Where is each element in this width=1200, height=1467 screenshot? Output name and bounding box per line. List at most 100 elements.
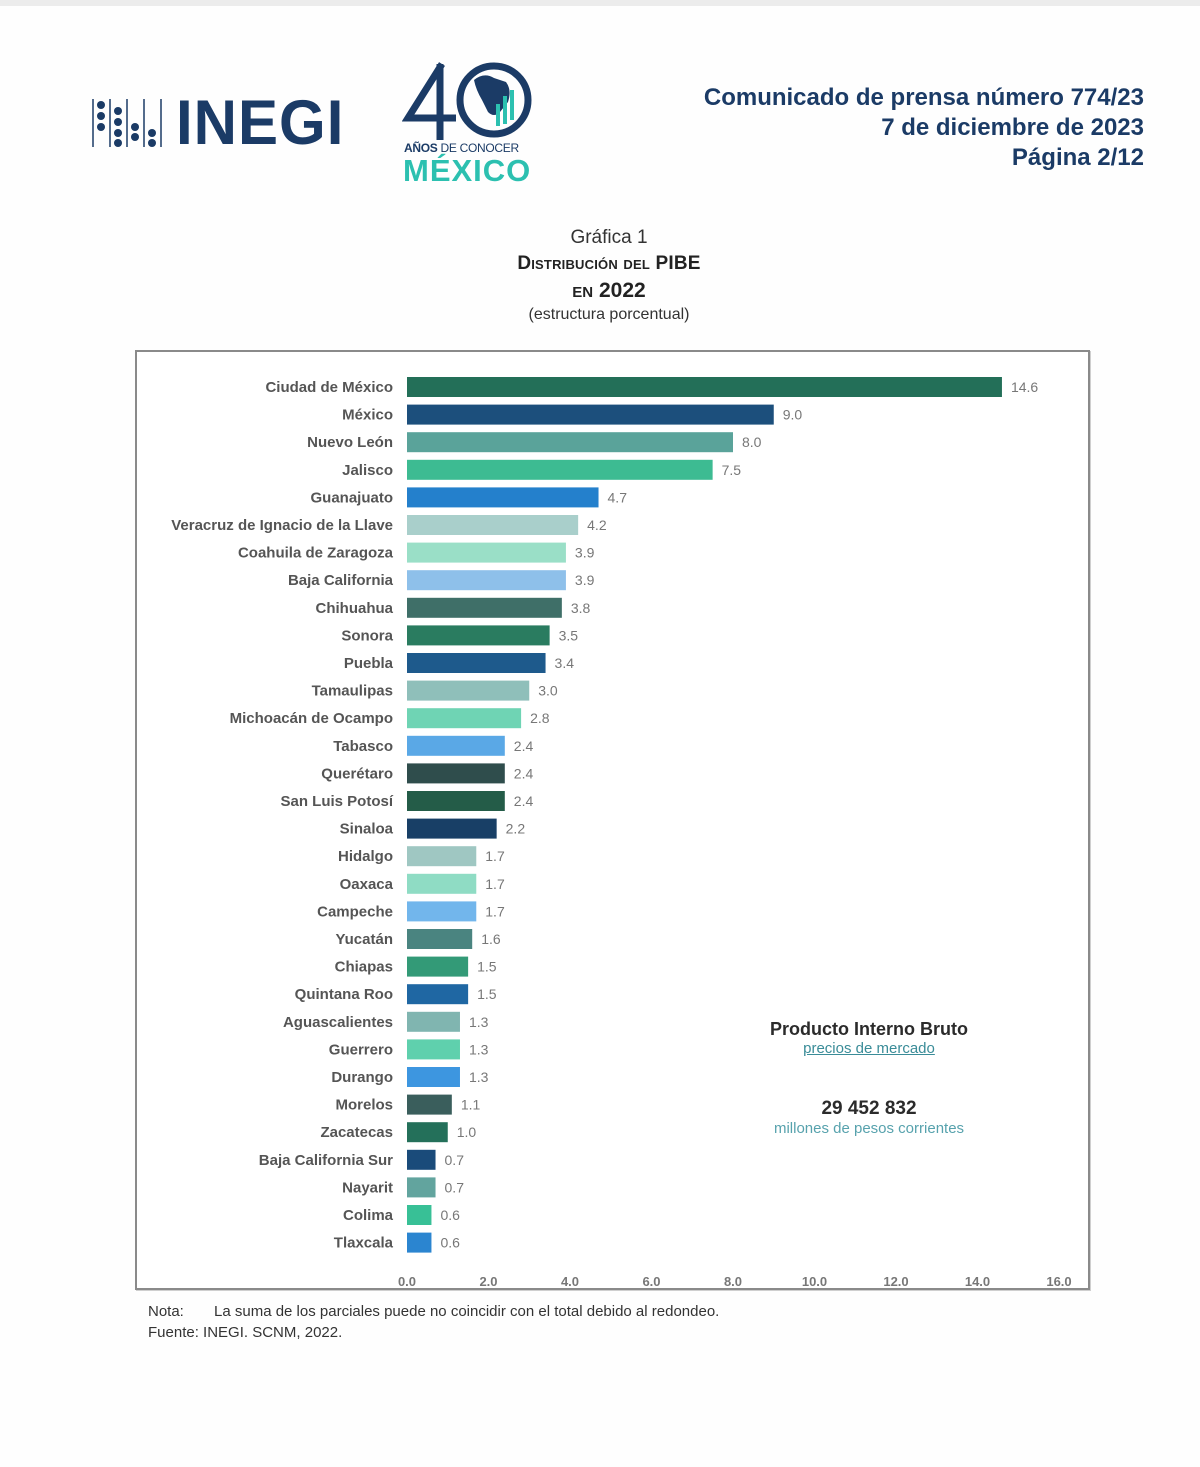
bar [407, 1205, 432, 1225]
value-label: 4.2 [587, 517, 607, 533]
category-label: Tamaulipas [312, 683, 393, 700]
category-label: Morelos [335, 1097, 393, 1114]
x-tick-label: 2.0 [479, 1274, 497, 1288]
bar [407, 708, 522, 729]
value-label: 2.2 [506, 821, 526, 837]
gdp-value: 29 452 832 [821, 1098, 917, 1119]
bar [407, 1067, 460, 1087]
bar [407, 404, 774, 425]
category-label: Michoacán de Ocampo [230, 710, 393, 727]
chart-title: Distribución del PIBE [517, 253, 701, 274]
bar [407, 377, 1002, 397]
value-label: 2.4 [514, 765, 534, 781]
bar-group: México 9.0 [342, 404, 802, 425]
bar [407, 1122, 448, 1143]
chart-subtitle: (estructura porcentual) [528, 306, 690, 323]
category-label: Guanajuato [310, 489, 393, 506]
source-row: Fuente: INEGI. SCNM, 2022. [148, 1322, 719, 1343]
category-label: Sinaloa [340, 821, 394, 838]
bar [407, 542, 566, 563]
value-label: 1.3 [469, 1014, 489, 1030]
bar [407, 791, 505, 811]
value-label: 3.9 [575, 572, 595, 588]
value-label: 1.3 [469, 1041, 489, 1057]
value-label: 3.5 [559, 627, 579, 643]
bar-chart: Ciudad de México 14.6 México 9.0 Nuevo León 8… [171, 377, 1072, 1288]
value-label: 4.7 [608, 489, 628, 505]
anniversary-country: MÉXICO [403, 153, 532, 188]
value-label: 1.3 [469, 1069, 489, 1085]
bar-group: Nayarit 0.7 [342, 1177, 464, 1198]
bar [407, 1011, 460, 1032]
value-label: 14.6 [1011, 379, 1038, 395]
value-label: 1.1 [461, 1097, 481, 1113]
value-label: 3.4 [555, 655, 575, 671]
bar [407, 597, 562, 618]
press-release-number: Comunicado de prensa número 774/23 [703, 84, 1144, 111]
category-label: Veracruz de Ignacio de la Llave [171, 517, 393, 534]
category-label: Yucatán [335, 931, 393, 948]
value-label: 1.7 [485, 903, 505, 919]
category-label: Campeche [317, 903, 393, 920]
inegi-logo: INEGI [90, 91, 344, 154]
value-label: 1.6 [481, 931, 501, 947]
bar-group: Querétaro 2.4 [321, 763, 534, 784]
bar [407, 873, 477, 894]
value-label: 0.7 [445, 1152, 465, 1168]
gdp-annotation: Producto Interno Bruto precios de mercad… [740, 1018, 998, 1138]
value-label: 2.4 [514, 793, 534, 809]
value-label: 0.6 [440, 1207, 460, 1223]
press-header: Comunicado de prensa número 774/23 7 de … [704, 83, 1144, 173]
bar [407, 984, 469, 1005]
category-label: Nayarit [342, 1179, 393, 1196]
category-label: Hidalgo [338, 848, 393, 865]
bar [407, 763, 505, 784]
category-label: Coahuila de Zaragoza [238, 545, 394, 562]
category-label: Sonora [341, 627, 393, 644]
bar [407, 625, 550, 646]
bar [407, 929, 473, 949]
bar-group: Coahuila de Zaragoza 3.9 [238, 542, 595, 563]
bar-group: Zacatecas 1.0 [320, 1122, 476, 1143]
bar-group: Tabasco 2.4 [333, 735, 533, 756]
category-label: Ciudad de México [265, 379, 393, 396]
category-label: Nuevo León [307, 434, 393, 451]
source-text: INEGI. SCNM, 2022. [203, 1324, 343, 1341]
bar-group: Aguascalientes 1.3 [283, 1011, 489, 1032]
bar-group: Guanajuato 4.7 [310, 487, 628, 508]
bar-group: Hidalgo 1.7 [338, 846, 505, 867]
bar-group: Guerrero 1.3 [329, 1039, 489, 1060]
chart-notes: Nota: La suma de los parciales puede no … [148, 1301, 719, 1343]
bar [407, 653, 546, 673]
category-label: Puebla [344, 655, 394, 672]
bar-group: Morelos 1.1 [335, 1094, 481, 1115]
inegi-abacus-icon [92, 99, 162, 147]
category-label: Quintana Roo [295, 986, 393, 1003]
note-row: Nota: La suma de los parciales puede no … [148, 1301, 719, 1322]
value-label: 1.7 [485, 876, 505, 892]
bar-group: Yucatán 1.6 [335, 929, 501, 949]
bar-group: Nuevo León 8.0 [307, 432, 762, 453]
category-label: Chiapas [335, 959, 393, 976]
anniversary-tagline-bold: AÑOS [404, 141, 438, 155]
value-label: 7.5 [722, 462, 742, 478]
value-label: 1.7 [485, 848, 505, 864]
note-text: La suma de los parciales puede no coinci… [214, 1303, 720, 1320]
bar-group: Jalisco 7.5 [342, 459, 742, 480]
chart-number: Gráfica 1 [570, 227, 648, 248]
bar [407, 1039, 460, 1060]
anniversary-tagline: AÑOS DE CONOCER [404, 141, 519, 155]
bar [407, 956, 469, 977]
page-number: Página 2/12 [1011, 144, 1144, 171]
note-key: Nota: [148, 1303, 184, 1320]
category-label: Tlaxcala [334, 1235, 394, 1252]
bar-group: San Luis Potosí 2.4 [280, 791, 533, 811]
bar-group: Puebla 3.4 [344, 653, 574, 673]
value-label: 1.5 [477, 986, 497, 1002]
bar [407, 1094, 452, 1115]
chart-heading: Gráfica 1 Distribución del PIBE en 2022 … [0, 226, 1200, 326]
gdp-unit: millones de pesos corrientes [773, 1120, 965, 1137]
press-date: 7 de diciembre de 2023 [881, 114, 1144, 141]
category-label: Tabasco [333, 738, 393, 755]
bar-group: Durango 1.3 [331, 1067, 489, 1087]
